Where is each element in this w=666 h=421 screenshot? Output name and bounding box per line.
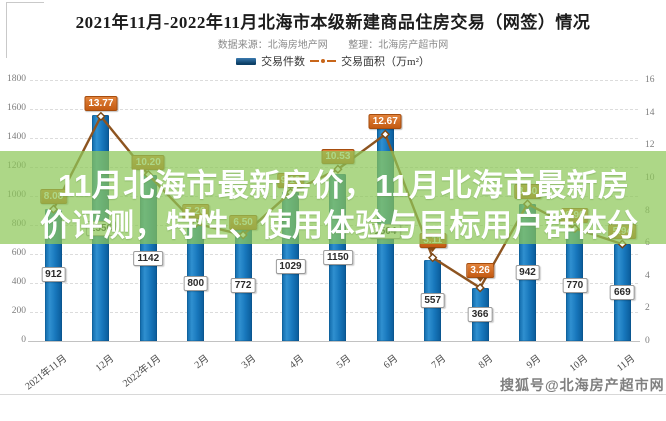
right-axis-tick-label: 4: [645, 270, 650, 281]
legend-line-label: 交易面积（万m²）: [341, 56, 430, 68]
bar-value-label: 1150: [323, 250, 353, 266]
label-pointer-icon: [428, 246, 437, 252]
bar-value-label: 912: [41, 267, 66, 283]
left-axis-tick-label: 1800: [7, 74, 26, 84]
line-marker-icon: [475, 283, 485, 293]
bar-value-label: 772: [230, 277, 256, 293]
left-axis-tick-label: 200: [11, 306, 26, 316]
gridline: [30, 109, 638, 110]
left-axis-tick-label: 600: [11, 248, 26, 258]
right-axis-tick-label: 2: [645, 303, 650, 314]
legend-bar-swatch-icon: [236, 57, 257, 65]
right-axis-tick-label: 14: [645, 107, 655, 118]
gridline: [30, 138, 638, 139]
line-value-label: 3.26: [466, 262, 494, 282]
bottom-divider-line: [0, 394, 666, 395]
right-axis-tick-label: 12: [645, 140, 655, 151]
legend-line-swatch-icon: [310, 59, 337, 63]
line-marker-icon: [380, 129, 390, 139]
chart-source-row: 数据来源：北海房地产网 整理：北海房产超市网: [0, 36, 666, 51]
chart-legend: 交易件数 交易面积（万m²）: [0, 53, 666, 69]
page-edge-horizontal-line: [6, 2, 44, 3]
left-axis-tick-label: 1400: [7, 132, 26, 142]
bar-value-label: 669: [609, 284, 635, 300]
page-edge-vertical-line: [6, 2, 7, 58]
right-axis-tick-label: 16: [645, 75, 655, 85]
line-value-label: 13.77: [84, 96, 118, 112]
editor-label: 整理：北海房产超市网: [348, 40, 449, 51]
promo-overlay-text-line2: 价评测，特性、使用体验与目标用户群体分: [40, 208, 639, 243]
chart-screenshot: 2021年11月-2022年11月北海市本级新建商品住房交易（网签）情况 数据来…: [0, 2, 666, 395]
line-marker-icon: [428, 252, 438, 263]
left-axis-tick-label: 400: [11, 277, 26, 287]
bar-value-label: 1029: [275, 258, 306, 274]
legend-bars-label: 交易件数: [261, 56, 306, 68]
line-marker-icon: [96, 111, 106, 122]
chart-title: 2021年11月-2022年11月北海市本级新建商品住房交易（网签）情况: [75, 13, 591, 32]
gridline: [30, 80, 638, 81]
label-pointer-icon: [476, 276, 485, 282]
bar-value-label: 800: [183, 275, 209, 291]
bar-value-label: 770: [562, 277, 588, 293]
left-axis-tick-label: 0: [21, 335, 26, 345]
watermark-text: 搜狐号@北海房产超市网: [500, 377, 665, 393]
line-value-label: 12.67: [368, 114, 402, 130]
promo-overlay-banner: 11月北海市最新房价，11月北海市最新房 价评测，特性、使用体验与目标用户群体分: [0, 151, 666, 244]
bar-value-label: 942: [515, 265, 540, 281]
left-axis-tick-label: 1600: [7, 103, 26, 113]
bar-value-label: 1142: [133, 250, 164, 266]
promo-overlay-text-line1: 11月北海市最新房价，11月北海市最新房: [58, 168, 630, 203]
data-source-label: 数据来源：北海房地产网: [217, 40, 328, 51]
bar-value-label: 557: [420, 293, 446, 309]
x-axis-baseline: [28, 341, 640, 342]
bar-value-label: 366: [467, 306, 493, 322]
right-axis-tick-label: 0: [645, 336, 650, 346]
